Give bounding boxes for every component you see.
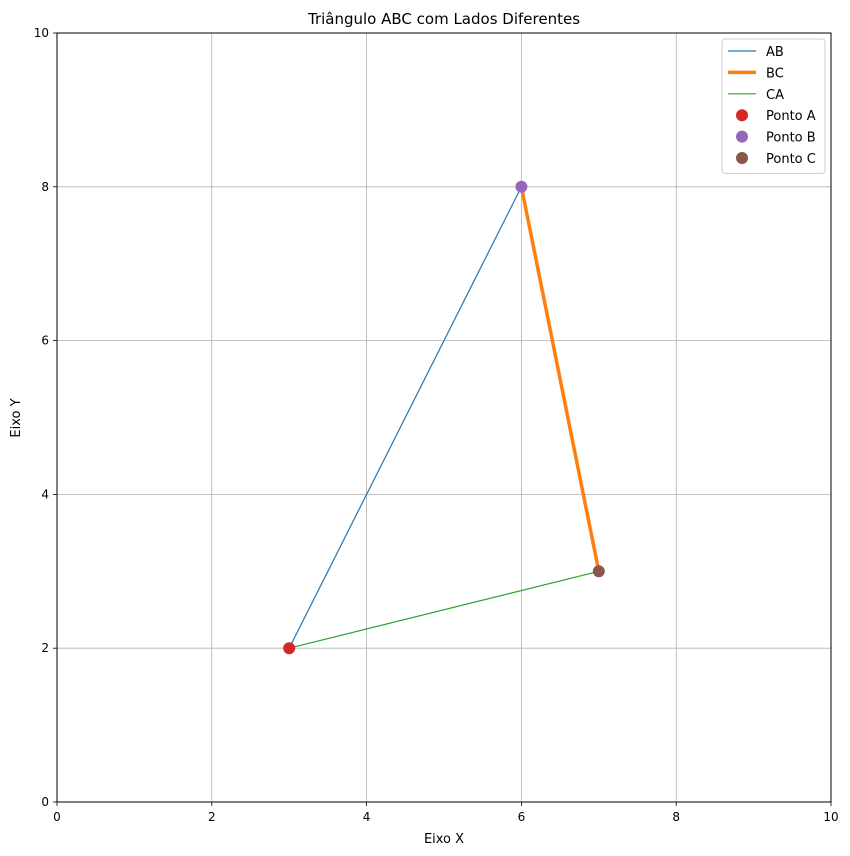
y-axis-label: Eixo Y bbox=[9, 398, 24, 437]
axis-ticks: 0 2 4 6 8 10 0 2 4 6 8 10 bbox=[34, 26, 839, 824]
x-tick-label: 4 bbox=[363, 810, 371, 824]
y-tick-label: 10 bbox=[34, 26, 49, 40]
y-tick-label: 6 bbox=[41, 334, 49, 348]
triangle-vertices bbox=[283, 180, 605, 655]
y-tick-label: 4 bbox=[41, 487, 49, 501]
side-bc bbox=[519, 184, 601, 574]
y-tick-label: 8 bbox=[41, 180, 49, 194]
legend-swatch-ponto-c bbox=[736, 152, 748, 164]
x-tick-label: 10 bbox=[823, 810, 838, 824]
plot-frame bbox=[56, 32, 832, 803]
legend-label-ab: AB bbox=[766, 45, 784, 60]
legend-label-ponto-a: Ponto A bbox=[766, 109, 816, 124]
chart-title: Triângulo ABC com Lados Diferentes bbox=[307, 10, 580, 28]
side-ca bbox=[288, 570, 600, 649]
x-tick-label: 8 bbox=[672, 810, 680, 824]
triangle-sides bbox=[288, 184, 601, 650]
x-tick-label: 6 bbox=[518, 810, 526, 824]
x-tick-label: 0 bbox=[53, 810, 61, 824]
legend: AB BC CA Ponto A Ponto B Ponto C bbox=[721, 38, 826, 174]
ponto-c-marker bbox=[592, 565, 605, 578]
legend-swatch-ponto-a bbox=[736, 109, 748, 122]
y-tick-label: 2 bbox=[41, 641, 49, 655]
side-ab bbox=[288, 185, 523, 650]
legend-label-bc: BC bbox=[766, 66, 784, 81]
ponto-b-marker bbox=[515, 180, 528, 193]
legend-swatch-ponto-b bbox=[736, 130, 748, 143]
legend-label-ponto-b: Ponto B bbox=[766, 131, 816, 146]
x-tick-label: 2 bbox=[208, 810, 216, 824]
y-tick-label: 0 bbox=[41, 795, 49, 809]
x-axis-label: Eixo X bbox=[424, 832, 464, 847]
legend-label-ca: CA bbox=[766, 88, 784, 103]
ponto-a-marker bbox=[283, 642, 296, 655]
legend-label-ponto-c: Ponto C bbox=[766, 152, 816, 167]
grid-lines bbox=[56, 32, 832, 803]
